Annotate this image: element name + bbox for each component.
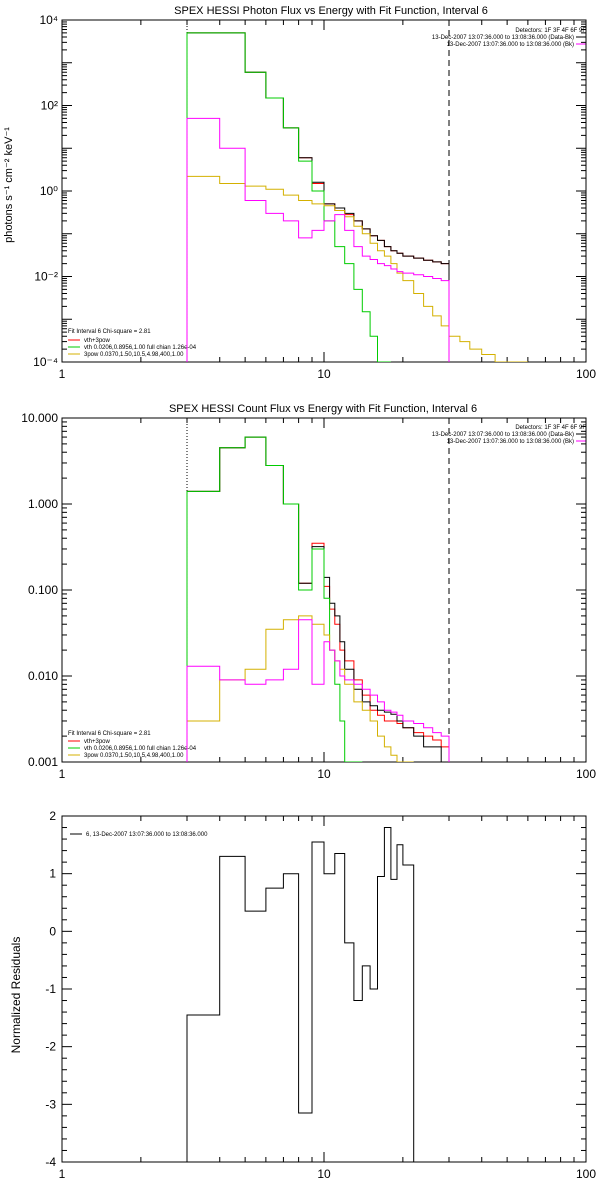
x-tick-label: 1 (59, 367, 66, 381)
series-bk (186, 117, 450, 362)
y-tick-label: 0 (49, 924, 56, 938)
legend-detectors: Detectors: 1F 3F 4F 6F 9F (515, 425, 586, 431)
legend-3pow: 3pow 0.0370,1.50,10.5,4.98,400,1.00 (84, 753, 184, 759)
legend-bottom-left: Fit Interval 6 Chi-square = 2.81 vth+3po… (68, 731, 197, 759)
y-tick-label: 10² (41, 99, 58, 113)
y-axis-label: Normalized Residuals (9, 937, 23, 1054)
x-tick-label: 100 (576, 367, 596, 381)
x-tick-label: 10 (317, 367, 331, 381)
legend-bottom-left: Fit Interval 6 Chi-square = 2.81 vth+3po… (68, 329, 197, 358)
y-tick-label: -2 (45, 1040, 56, 1054)
legend-top-right: Detectors: 1F 3F 4F 6F 9F 13-Dec-2007 13… (432, 28, 586, 48)
series-3pow (186, 175, 528, 362)
y-tick-label: 1.000 (28, 497, 58, 511)
y-tick-label: -1 (45, 982, 56, 996)
legend-3pow: 3pow 0.0370,1.50,10.5,4.98,400,1.00 (84, 352, 184, 358)
y-tick-label: 10⁻² (34, 270, 58, 284)
series-data-bk (186, 436, 449, 762)
y-tick-label: -4 (45, 1155, 56, 1169)
legend-top-right: Detectors: 1F 3F 4F 6F 9F 13-Dec-2007 13… (432, 425, 586, 445)
x-tick-label: 10 (317, 1167, 331, 1181)
residuals-panel: Normalized Residuals 6, 13-Dec-2007 13:0… (9, 809, 596, 1181)
x-tick-label: 100 (576, 767, 596, 781)
y-tick-label: 2 (49, 809, 56, 823)
series-vth-3pow (186, 436, 450, 762)
series-bk (186, 619, 450, 762)
legend-label: 6, 13-Dec-2007 13:07:36.000 to 13:08:36.… (86, 832, 208, 838)
y-tick-label: 10⁻⁴ (33, 355, 58, 369)
y-tick-label: -3 (45, 1097, 56, 1111)
legend-data-bk: 13-Dec-2007 13:07:36.000 to 13:08:36.000… (432, 35, 574, 41)
y-tick-label: 0.010 (28, 669, 58, 683)
legend-detectors: Detectors: 1F 3F 4F 6F 9F (515, 28, 586, 34)
series-vth (186, 436, 363, 762)
y-tick-label: 0.100 (28, 583, 58, 597)
x-tick-label: 100 (576, 1167, 596, 1181)
legend-bk: 13-Dec-2007 13:07:36.000 to 13:08:36.000… (447, 42, 574, 48)
legend-vth: vth 0.0206,0.8956,1.00 full chian 1.26e-… (84, 345, 197, 351)
y-axis-label: photons s⁻¹ cm⁻² keV⁻¹ (3, 127, 15, 243)
legend-bk: 13-Dec-2007 13:07:36.000 to 13:08:36.000… (447, 439, 574, 445)
y-tick-label: 10.000 (21, 411, 58, 425)
series-data-bk (186, 32, 450, 362)
legend-data-bk: 13-Dec-2007 13:07:36.000 to 13:08:36.000… (432, 432, 574, 438)
y-tick-label: 0.001 (28, 755, 58, 769)
fit-interval-label: Fit Interval 6 Chi-square = 2.81 (68, 329, 151, 335)
fit-interval-label: Fit Interval 6 Chi-square = 2.81 (68, 731, 151, 737)
series-vth-3pow (186, 32, 450, 362)
legend-vth3pow: vth+3pow (84, 338, 111, 344)
photon-flux-panel: SPEX HESSI Photon Flux vs Energy with Fi… (3, 5, 596, 381)
chart-title: SPEX HESSI Count Flux vs Energy with Fit… (169, 403, 477, 415)
legend-vth: vth 0.0206,0.8956,1.00 full chian 1.26e-… (84, 746, 197, 752)
x-tick-label: 10 (317, 767, 331, 781)
y-tick-label: 10⁴ (39, 13, 58, 27)
x-tick-label: 1 (59, 767, 66, 781)
y-tick-label: 1 (49, 867, 56, 881)
count-flux-panel: SPEX HESSI Count Flux vs Energy with Fit… (21, 403, 596, 781)
chart-title: SPEX HESSI Photon Flux vs Energy with Fi… (174, 5, 488, 17)
y-tick-label: 10⁰ (40, 184, 58, 198)
series-residuals (186, 827, 415, 1162)
series-vth (186, 32, 391, 362)
series-3pow (186, 615, 414, 762)
legend-vth3pow: vth+3pow (84, 739, 111, 745)
x-tick-label: 1 (59, 1167, 66, 1181)
